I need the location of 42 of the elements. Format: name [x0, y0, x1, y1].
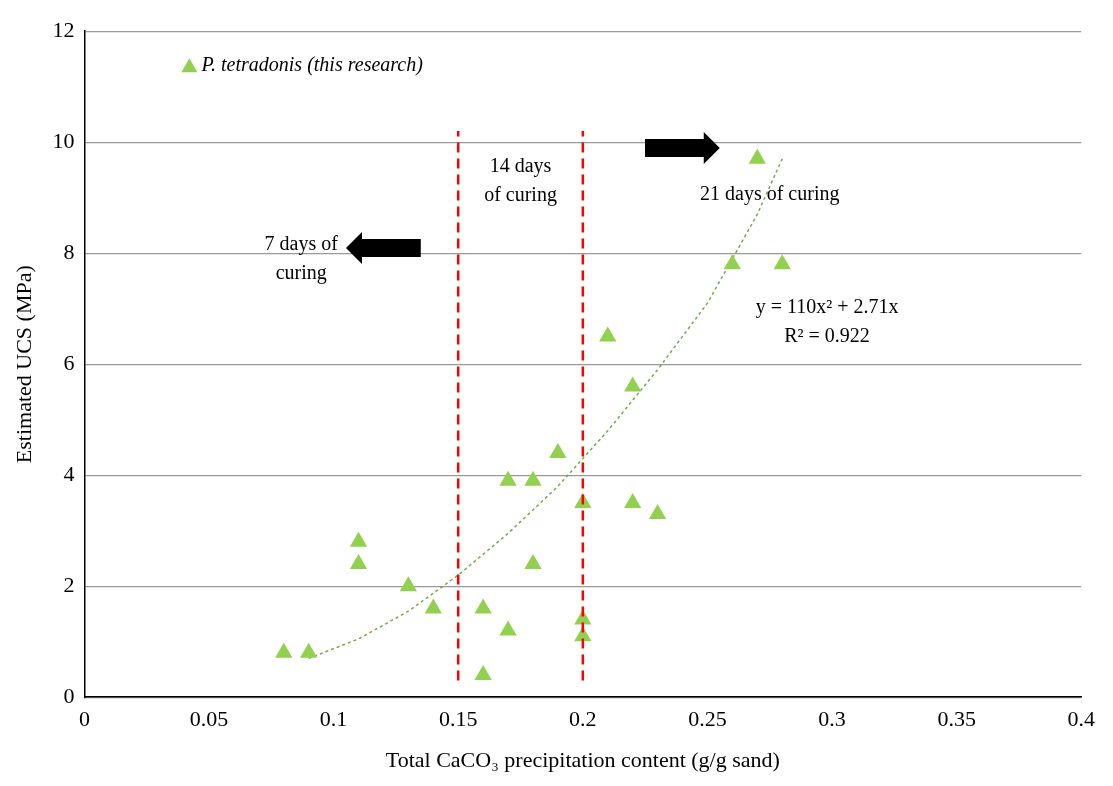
x-tick-label: 0.2	[569, 706, 597, 732]
y-tick-label: 8	[63, 238, 75, 264]
point	[549, 443, 567, 458]
x-tick-label: 0.1	[319, 706, 348, 732]
point	[723, 254, 742, 270]
y-tick-label: 4	[63, 460, 75, 486]
point	[349, 554, 368, 569]
annotation: y = 110x² + 2.71x R² = 0.922	[755, 295, 899, 347]
point	[424, 598, 442, 614]
point	[648, 504, 667, 520]
point	[474, 665, 492, 680]
point	[524, 554, 542, 569]
point	[524, 470, 542, 486]
y-tick-label: 2	[63, 571, 75, 597]
point	[499, 470, 517, 486]
y-tick-label: 6	[63, 349, 75, 375]
annotation: 7 days of curing	[264, 231, 339, 284]
point	[773, 254, 791, 270]
point	[624, 376, 642, 392]
y-tick-label: 0	[63, 682, 75, 708]
x-tick-label: 0.4	[1067, 706, 1095, 732]
annotation: 14 days of curing	[484, 153, 557, 206]
point	[474, 598, 492, 614]
point	[275, 642, 293, 658]
x-tick-label: 0.25	[688, 706, 727, 732]
point	[349, 531, 368, 547]
point	[399, 576, 418, 592]
point	[624, 492, 642, 508]
point	[748, 148, 766, 164]
y-axis-title: Estimated UCS (MPa)	[10, 265, 36, 464]
x-tick-label: 0.35	[937, 706, 976, 732]
annotation: 21 days of curing	[700, 182, 840, 206]
point	[499, 620, 517, 636]
x-axis-title: Total CaCO₃ precipitation content (g/g sand)	[385, 746, 780, 772]
y-tick-label: 12	[52, 16, 75, 42]
y-tick-label: 10	[52, 127, 75, 153]
point	[300, 642, 318, 658]
x-tick-label: 0.3	[818, 706, 846, 732]
legend-label: P. tetradonis (this research)	[200, 53, 424, 77]
x-tick-label: 0.05	[189, 706, 229, 732]
x-tick-label: 0.15	[438, 706, 478, 732]
point	[599, 326, 617, 342]
